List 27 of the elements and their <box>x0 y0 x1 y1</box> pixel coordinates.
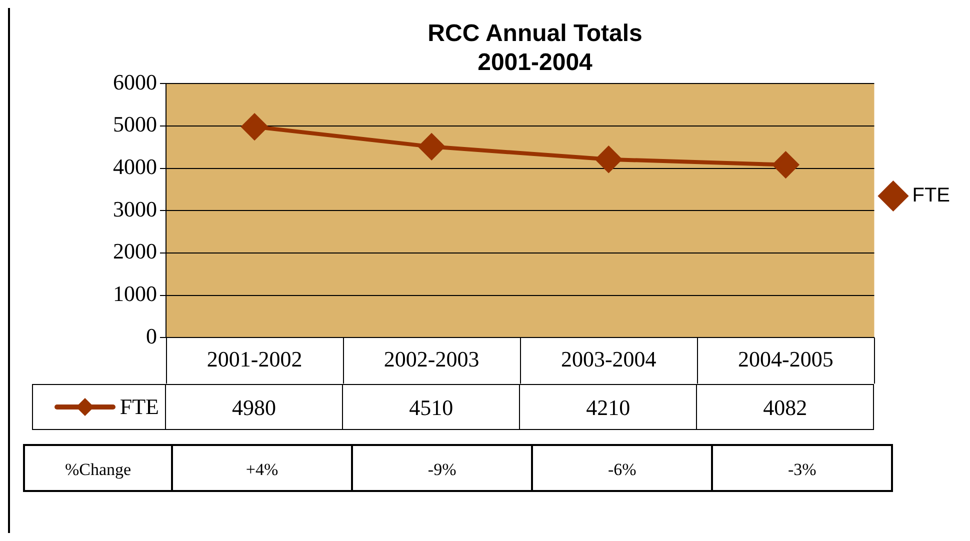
text: -9% <box>353 444 534 492</box>
data-label: 4980 <box>166 384 344 430</box>
data-label: 4082 <box>697 384 874 430</box>
y-tick-label: 4000 <box>113 154 157 180</box>
point <box>418 134 445 160</box>
point <box>596 146 622 172</box>
x-tick-label: 2004-2005 <box>738 346 834 372</box>
text: -3% <box>713 444 894 492</box>
y-tick-label: 1000 <box>113 281 157 306</box>
point <box>772 152 799 178</box>
x-tick-label: 2001-2002 <box>206 346 302 372</box>
text: -6% <box>533 444 714 492</box>
y-tick-label: 5000 <box>113 112 157 137</box>
y-tick-label: 2000 <box>113 238 157 264</box>
data-label: 4510 <box>343 384 520 430</box>
text: %Change <box>23 444 173 492</box>
text: +4% <box>173 444 354 492</box>
y-tick-label: 3000 <box>113 196 157 222</box>
chart-title: RCC Annual Totals 2001-2004 <box>428 20 642 76</box>
legend-label: FTE <box>912 184 950 207</box>
data-label: 4210 <box>520 384 698 430</box>
x-tick-label: 2003-2004 <box>560 346 656 372</box>
y-tick-label: 0 <box>146 323 157 348</box>
x-tick-label: 2002-2003 <box>384 346 480 372</box>
text: FTE <box>120 394 159 419</box>
point <box>242 114 268 140</box>
y-tick-label: 6000 <box>113 69 157 94</box>
